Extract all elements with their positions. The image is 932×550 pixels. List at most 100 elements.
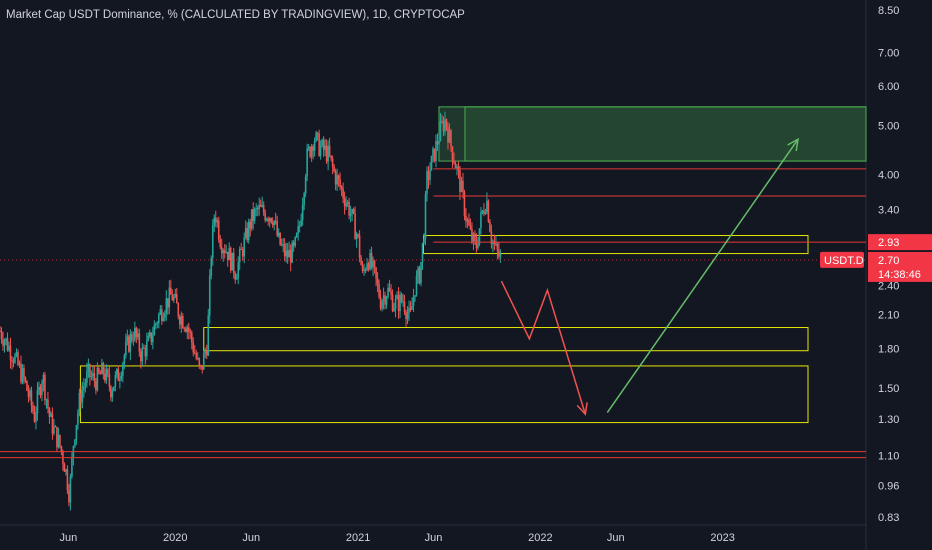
candle-up (486, 200, 488, 212)
candle-down (334, 171, 337, 185)
candle-up (208, 275, 211, 316)
candle-up (129, 334, 132, 352)
candle-down (27, 390, 30, 397)
candle-down (171, 294, 174, 301)
candle-up (113, 386, 115, 391)
candle-up (415, 275, 418, 296)
candle-down (240, 248, 243, 250)
candle-up (369, 252, 371, 270)
candle-down (60, 446, 63, 453)
candle-down (107, 369, 109, 375)
current-price-tag (868, 251, 932, 282)
candle-up (8, 345, 10, 351)
x-tick-label: Jun (60, 532, 78, 544)
candle-up (81, 389, 84, 403)
candle-up (345, 203, 347, 207)
candle-down (128, 336, 130, 352)
candle-down (205, 351, 208, 356)
candle-up (484, 211, 487, 214)
candle-down (370, 252, 373, 268)
candle-down (450, 130, 452, 147)
candle-up (3, 340, 6, 346)
candle-down (232, 252, 235, 274)
candle-down (279, 232, 281, 245)
candle-up (96, 368, 99, 391)
candle-up (238, 248, 241, 263)
candle-up (478, 228, 481, 245)
candle-down (104, 373, 106, 381)
horizontal-lines-layer (0, 168, 866, 459)
candle-down (264, 212, 266, 221)
candle-up (444, 119, 446, 132)
green-projection-arrow-head (787, 137, 800, 152)
candle-up (101, 363, 103, 375)
candle-down (30, 390, 33, 406)
candle-up (423, 238, 425, 243)
candle-up (324, 145, 326, 150)
candle-up (261, 205, 263, 207)
candle-up (307, 147, 310, 149)
candle-up (432, 148, 434, 156)
candle-down (357, 234, 359, 236)
candle-up (421, 242, 424, 263)
candle-down (276, 221, 278, 236)
candle-down (177, 303, 180, 317)
y-tick-label: 6.00 (878, 81, 899, 93)
candle-down (436, 140, 439, 145)
candle-up (355, 234, 358, 240)
candle-down (483, 210, 485, 214)
candle-down (427, 171, 430, 180)
candle-down (465, 215, 467, 222)
candle-up (472, 233, 475, 242)
candle-down (23, 368, 25, 378)
candle-down (98, 368, 100, 373)
y-tick-label: 5.00 (878, 121, 899, 133)
candle-down (316, 132, 319, 134)
candle-up (45, 399, 48, 401)
y-tick-label: 1.50 (878, 383, 899, 395)
candle-down (405, 312, 407, 320)
candle-down (340, 186, 343, 189)
candle-down (418, 267, 421, 284)
candle-up (75, 425, 78, 440)
candle-down (93, 373, 96, 382)
candle-down (442, 121, 445, 132)
candle-up (499, 254, 502, 257)
candle-down (249, 221, 252, 229)
candle-up (158, 314, 160, 324)
candle-up (83, 386, 85, 390)
candle-up (294, 237, 296, 246)
countdown-label: 14:38:46 (878, 269, 921, 281)
candle-up (429, 170, 431, 180)
candle-down (256, 208, 259, 210)
candle-down (318, 133, 320, 156)
candle-down (390, 291, 392, 295)
candle-down (17, 352, 19, 365)
candle-down (487, 200, 490, 222)
candle-up (228, 247, 231, 261)
x-tick-label: 2020 (163, 532, 187, 544)
candle-up (165, 298, 168, 314)
candle-down (373, 260, 376, 268)
candle-down (400, 294, 403, 302)
candle-down (195, 353, 198, 359)
x-tick-label: Jun (607, 532, 625, 544)
candle-down (48, 408, 51, 417)
candle-up (495, 243, 497, 245)
candle-down (343, 198, 346, 207)
candle-up (385, 297, 388, 305)
yellow-zone-box (79, 365, 809, 424)
candle-down (12, 361, 15, 363)
candle-down (150, 332, 153, 343)
candle-up (119, 378, 121, 381)
level-price-tag (868, 234, 932, 251)
y-tick-label: 0.83 (878, 512, 899, 524)
candle-up (50, 413, 52, 417)
candle-down (469, 225, 472, 230)
candle-up (111, 390, 114, 398)
candle-up (126, 336, 129, 342)
green-projection-arrow (606, 138, 799, 414)
candle-down (292, 242, 295, 246)
candle-down (367, 263, 370, 270)
